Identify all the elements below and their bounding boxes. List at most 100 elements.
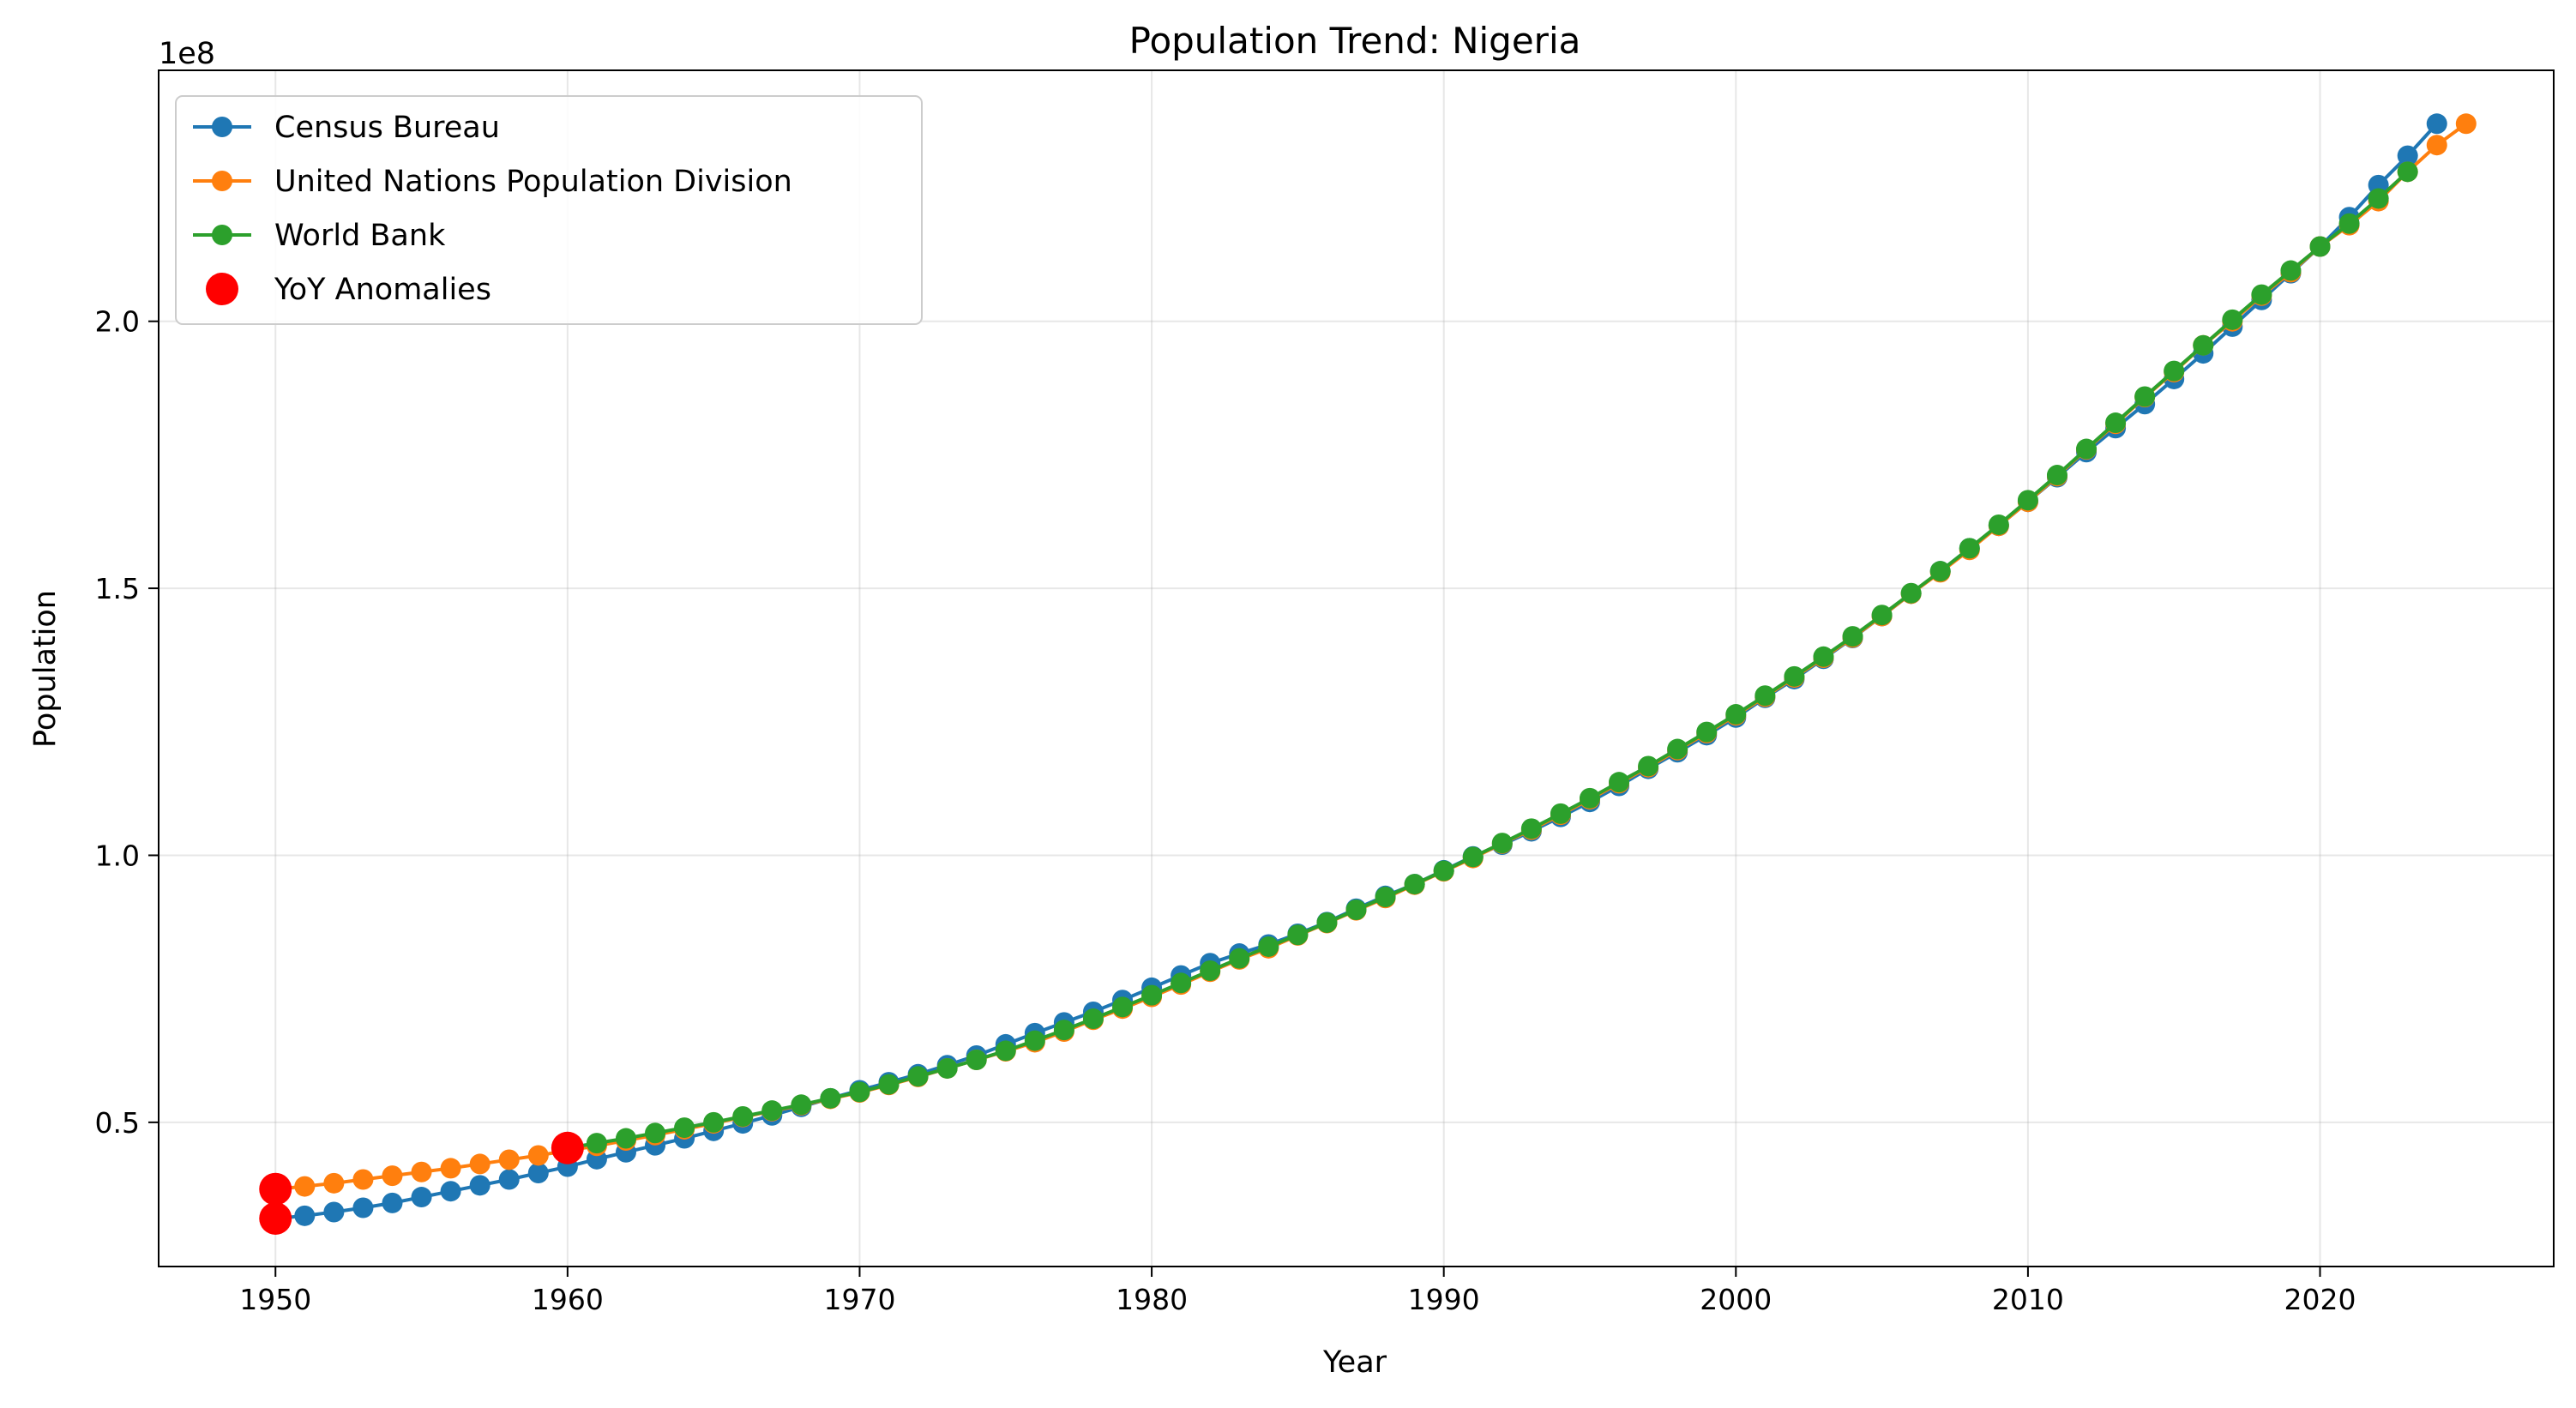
legend-label: Census Bureau (274, 111, 500, 145)
x-tick-label: 1970 (823, 1283, 895, 1316)
data-point-world-bank (586, 1133, 607, 1154)
data-point-world-bank (1229, 948, 1250, 969)
data-point-world-bank (2017, 490, 2038, 511)
legend-label: United Nations Population Division (274, 165, 792, 199)
legend-label: YoY Anomalies (274, 273, 491, 307)
legend-entry: World Bank (193, 219, 446, 253)
data-point-world-bank (2193, 334, 2214, 356)
y-axis-offset-label: 1e8 (159, 37, 215, 71)
legend-entry: United Nations Population Division (193, 165, 792, 199)
data-point-united-nations-population-division (323, 1172, 345, 1194)
data-point-world-bank (1871, 605, 1893, 626)
anomaly-marker (259, 1201, 292, 1235)
data-point-world-bank (1520, 818, 1542, 839)
y-tick-label: 0.5 (95, 1106, 140, 1140)
data-point-world-bank (1725, 704, 1747, 725)
data-point-world-bank (1784, 665, 1805, 687)
data-point-world-bank (1141, 984, 1163, 1006)
data-point-united-nations-population-division (498, 1149, 520, 1170)
legend-label: World Bank (274, 219, 446, 253)
data-point-world-bank (1258, 936, 1279, 957)
data-point-census-bureau (469, 1175, 491, 1196)
x-tick-label: 1980 (1116, 1283, 1188, 1316)
data-point-world-bank (936, 1057, 958, 1079)
legend-entry: Census Bureau (193, 111, 500, 145)
data-point-world-bank (645, 1122, 666, 1144)
data-point-world-bank (1550, 803, 1571, 824)
data-point-world-bank (2397, 161, 2418, 183)
data-point-world-bank (907, 1066, 929, 1087)
data-point-census-bureau (2426, 113, 2447, 135)
data-point-world-bank (878, 1074, 900, 1095)
data-point-world-bank (732, 1106, 754, 1128)
anomaly-layer (259, 1131, 584, 1235)
legend-marker-swatch (206, 273, 238, 305)
data-point-census-bureau (411, 1187, 432, 1208)
data-point-world-bank (820, 1087, 841, 1109)
data-point-united-nations-population-division (440, 1158, 461, 1179)
data-point-world-bank (1200, 960, 1221, 981)
data-point-world-bank (2368, 188, 2389, 209)
legend-marker-swatch (212, 171, 232, 191)
anomaly-marker (551, 1131, 584, 1164)
data-point-world-bank (1696, 721, 1718, 743)
data-point-united-nations-population-division (352, 1169, 374, 1190)
data-point-world-bank (1316, 912, 1338, 933)
data-point-world-bank (1171, 972, 1192, 994)
y-tick-label: 1.5 (95, 572, 140, 605)
x-tick-label: 1990 (1408, 1283, 1480, 1316)
x-tick-label: 2010 (1992, 1283, 2064, 1316)
data-point-united-nations-population-division (527, 1145, 549, 1166)
data-point-united-nations-population-division (294, 1176, 316, 1197)
series-layer (265, 113, 2477, 1229)
data-point-census-bureau (352, 1197, 374, 1218)
data-point-world-bank (2164, 360, 2185, 382)
data-point-world-bank (1900, 582, 1922, 604)
data-point-world-bank (1462, 846, 1484, 868)
y-axis-label: Population (28, 590, 63, 748)
data-point-world-bank (2134, 386, 2156, 407)
data-point-world-bank (1638, 755, 1659, 777)
data-point-world-bank (966, 1049, 987, 1070)
data-point-world-bank (1375, 887, 1396, 908)
data-point-world-bank (2222, 309, 2243, 330)
data-point-world-bank (1053, 1020, 1074, 1041)
data-point-census-bureau (527, 1163, 549, 1184)
data-point-united-nations-population-division (411, 1161, 432, 1182)
data-point-world-bank (1082, 1008, 1104, 1030)
series-world-bank (557, 161, 2418, 1158)
data-point-census-bureau (323, 1201, 345, 1223)
data-point-world-bank (2280, 260, 2302, 281)
y-tick-label: 1.0 (95, 839, 140, 872)
data-point-world-bank (1491, 833, 1513, 854)
data-point-world-bank (1959, 538, 1980, 559)
data-point-united-nations-population-division (2455, 113, 2477, 135)
data-point-census-bureau (498, 1169, 520, 1190)
data-point-world-bank (674, 1117, 695, 1139)
data-point-world-bank (1433, 860, 1454, 882)
axes: 1950 1960 1970 1980 1990 2000 2010 2020 0.5 1.0 1.… (95, 305, 2356, 1316)
data-point-world-bank (1345, 899, 1367, 920)
chart-title: Population Trend: Nigeria (1129, 20, 1581, 62)
legend-marker-swatch (212, 225, 232, 245)
data-point-world-bank (1609, 772, 1630, 793)
series-line-world-bank (567, 170, 2410, 1150)
data-point-world-bank (1929, 561, 1951, 582)
data-point-united-nations-population-division (469, 1153, 491, 1175)
x-axis-label: Year (1322, 1345, 1387, 1380)
x-tick-label: 2000 (1700, 1283, 1772, 1316)
data-point-world-bank (1667, 738, 1688, 760)
data-point-world-bank (1754, 685, 1776, 707)
data-point-united-nations-population-division (2426, 135, 2447, 156)
data-point-world-bank (995, 1040, 1016, 1062)
data-point-world-bank (1404, 874, 1425, 895)
data-point-census-bureau (440, 1181, 461, 1202)
data-point-world-bank (2105, 412, 2127, 434)
data-point-world-bank (703, 1111, 725, 1133)
data-point-world-bank (1024, 1030, 1045, 1051)
plot-area-frame (158, 69, 2555, 1267)
data-point-world-bank (849, 1081, 870, 1103)
data-point-world-bank (615, 1128, 636, 1149)
legend-marker-swatch (212, 117, 232, 137)
